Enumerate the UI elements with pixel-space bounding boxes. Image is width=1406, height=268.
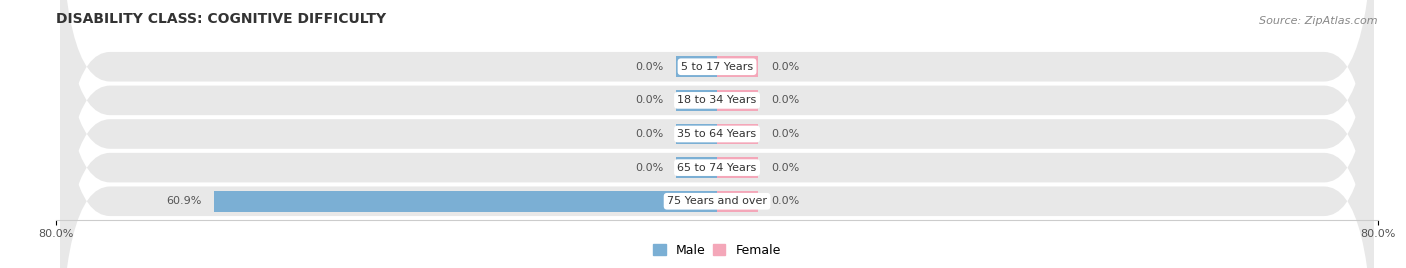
FancyBboxPatch shape <box>60 0 1374 268</box>
Text: 0.0%: 0.0% <box>770 163 799 173</box>
Text: 0.0%: 0.0% <box>770 95 799 105</box>
FancyBboxPatch shape <box>60 14 1374 268</box>
FancyBboxPatch shape <box>60 0 1374 268</box>
Text: 0.0%: 0.0% <box>770 129 799 139</box>
Bar <box>717 90 758 111</box>
Text: Source: ZipAtlas.com: Source: ZipAtlas.com <box>1260 16 1378 26</box>
Bar <box>717 191 758 212</box>
Bar <box>717 124 758 144</box>
Text: 18 to 34 Years: 18 to 34 Years <box>678 95 756 105</box>
Text: 0.0%: 0.0% <box>636 95 664 105</box>
Text: 0.0%: 0.0% <box>636 62 664 72</box>
Text: 0.0%: 0.0% <box>770 196 799 206</box>
Bar <box>676 90 717 111</box>
Text: 0.0%: 0.0% <box>636 163 664 173</box>
Bar <box>676 124 717 144</box>
Text: 60.9%: 60.9% <box>166 196 201 206</box>
Text: 5 to 17 Years: 5 to 17 Years <box>681 62 754 72</box>
Bar <box>717 157 758 178</box>
Bar <box>676 157 717 178</box>
Text: DISABILITY CLASS: COGNITIVE DIFFICULTY: DISABILITY CLASS: COGNITIVE DIFFICULTY <box>56 12 387 26</box>
FancyBboxPatch shape <box>60 0 1374 254</box>
Bar <box>717 56 758 77</box>
Text: 0.0%: 0.0% <box>636 129 664 139</box>
Bar <box>214 191 717 212</box>
Text: 35 to 64 Years: 35 to 64 Years <box>678 129 756 139</box>
Text: 0.0%: 0.0% <box>770 62 799 72</box>
Text: 75 Years and over: 75 Years and over <box>666 196 768 206</box>
Bar <box>676 56 717 77</box>
Legend: Male, Female: Male, Female <box>648 239 786 262</box>
FancyBboxPatch shape <box>60 0 1374 268</box>
Text: 65 to 74 Years: 65 to 74 Years <box>678 163 756 173</box>
